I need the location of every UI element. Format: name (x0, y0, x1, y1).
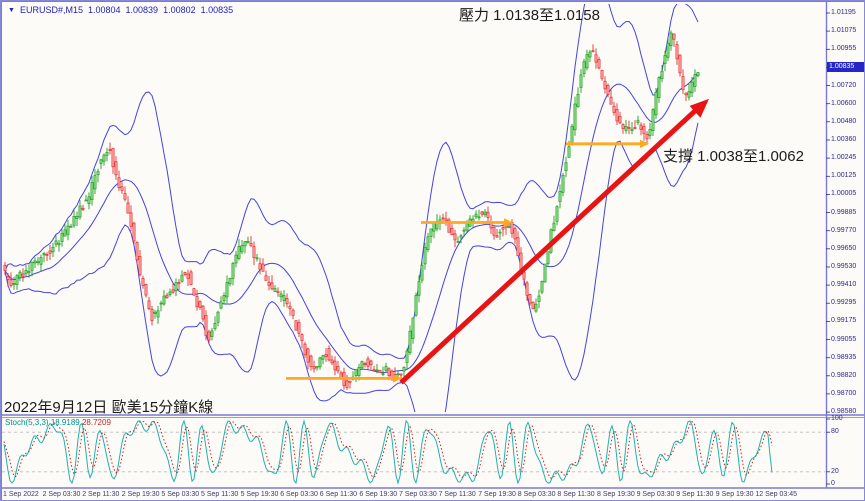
price-axis-label: 1.00125 (831, 172, 857, 180)
bollinger-middle-band (4, 72, 699, 374)
candles-group (3, 30, 700, 390)
time-axis-label: 5 Sep 19:30 (240, 491, 279, 498)
price-axis-label: 1.00600 (831, 99, 857, 107)
time-axis-label: 7 Sep 11:30 (438, 491, 476, 498)
price-axis-label: 0.99530 (831, 262, 857, 270)
stoch-axis-label: 100 (831, 415, 843, 422)
time-axis-label: 9 Sep 11:30 (676, 491, 714, 498)
support-annotation: 支撐 1.0038至1.0062 (663, 148, 804, 165)
price-axis-label: 1.00480 (831, 117, 857, 125)
time-axis-label: 7 Sep 19:30 (478, 491, 516, 498)
time-axis-label: 9 Sep 19:30 (715, 491, 754, 498)
time-axis-label: 5 Sep 03:30 (161, 491, 200, 498)
price-axis-label: 1.00005 (831, 190, 857, 198)
symbol-name: EURUSD#,M15 (19, 5, 83, 15)
time-axis-label: 1 Sep 2022 (3, 491, 39, 498)
price-axis-label: 0.99295 (831, 299, 857, 307)
time-axis-label: 12 Sep 03:45 (755, 491, 798, 498)
price-axis-label: 0.98820 (831, 371, 857, 379)
main-plot (3, 4, 709, 412)
stoch-main-value: 18.9189 (50, 418, 80, 427)
current-price-tag: 1.00835 (827, 61, 864, 72)
symbol-dropdown-icon[interactable]: ▼ (8, 6, 15, 14)
price-axis-label: 0.99175 (831, 317, 857, 325)
price-axis-label: 1.00245 (831, 154, 857, 162)
date-annotation: 2022年9月12日 歐美15分鐘K線 (4, 399, 214, 416)
price-axis-label: 0.99410 (831, 281, 857, 289)
price-axis-label: 0.98580 (831, 408, 857, 416)
stoch-axis-label: 80 (831, 428, 839, 436)
ohlc-high: 1.00839 (125, 5, 159, 15)
price-axis-label: 1.00955 (831, 45, 857, 53)
support-level-arrows (286, 139, 649, 383)
price-axis[interactable]: 1.01195 1.01075 1.00955 1.00835 1.00720 1.006… (826, 1, 864, 488)
time-axis-label: 8 Sep 03:30 (517, 491, 556, 498)
stoch-main-line (3, 419, 773, 485)
price-axis-label: 1.01075 (831, 27, 857, 35)
price-axis-label: 1.00360 (831, 135, 857, 143)
time-axis-label: 2 Sep 03:30 (42, 491, 81, 498)
trend-arrow (399, 98, 709, 385)
time-axis-label: 9 Sep 03:30 (636, 491, 675, 498)
price-axis-label: 0.98700 (831, 389, 857, 397)
stoch-axis-label: 0 (831, 480, 835, 487)
ohlc-low: 1.00802 (163, 5, 196, 15)
ohlc-open: 1.00804 (87, 5, 121, 15)
time-axis-label: 7 Sep 03:30 (399, 491, 437, 498)
bollinger-upper-band (4, 4, 699, 359)
price-axis-label: 0.99650 (831, 244, 857, 252)
price-axis-label: 0.99770 (831, 226, 857, 234)
time-axis-label: 6 Sep 11:30 (319, 491, 358, 498)
symbol-ohlc-bar: ▼ EURUSD#,M15 1.00804 1.00839 1.00802 1.… (8, 5, 233, 15)
price-axis-label: 0.99055 (831, 335, 857, 343)
bollinger-lower-band (4, 122, 699, 412)
time-axis-label: 6 Sep 03:30 (280, 491, 318, 498)
time-axis-label: 2 Sep 11:30 (82, 491, 120, 498)
time-axis-label: 2 Sep 19:30 (121, 491, 160, 498)
axis-ticks (826, 12, 830, 485)
price-axis-label: 1.01195 (831, 9, 856, 16)
stoch-name: Stoch(5,3,3) (5, 418, 49, 427)
time-axis-label: 6 Sep 19:30 (359, 491, 398, 498)
time-axis-label: 8 Sep 19:30 (597, 491, 635, 498)
time-axis[interactable]: 1 Sep 2022 2 Sep 03:30 2 Sep 11:30 2 Sep 19… (1, 491, 826, 500)
price-axis-label: 0.98935 (831, 353, 857, 361)
time-axis-label: 5 Sep 11:30 (201, 491, 239, 498)
time-axis-label: 8 Sep 11:30 (557, 491, 595, 498)
resistance-annotation: 壓力 1.0138至1.0158 (459, 7, 600, 24)
ohlc-close: 1.00835 (200, 5, 234, 15)
price-axis-label: 0.99885 (831, 208, 857, 216)
stoch-axis-label: 20 (831, 467, 839, 475)
price-axis-label: 1.00720 (831, 81, 857, 89)
stoch-indicator-label: Stoch(5,3,3) 18.9189 28.7209 (5, 418, 111, 427)
stoch-signal-line (3, 420, 773, 480)
stoch-signal-value: 28.7209 (81, 418, 111, 427)
stoch-panel (2, 419, 825, 485)
